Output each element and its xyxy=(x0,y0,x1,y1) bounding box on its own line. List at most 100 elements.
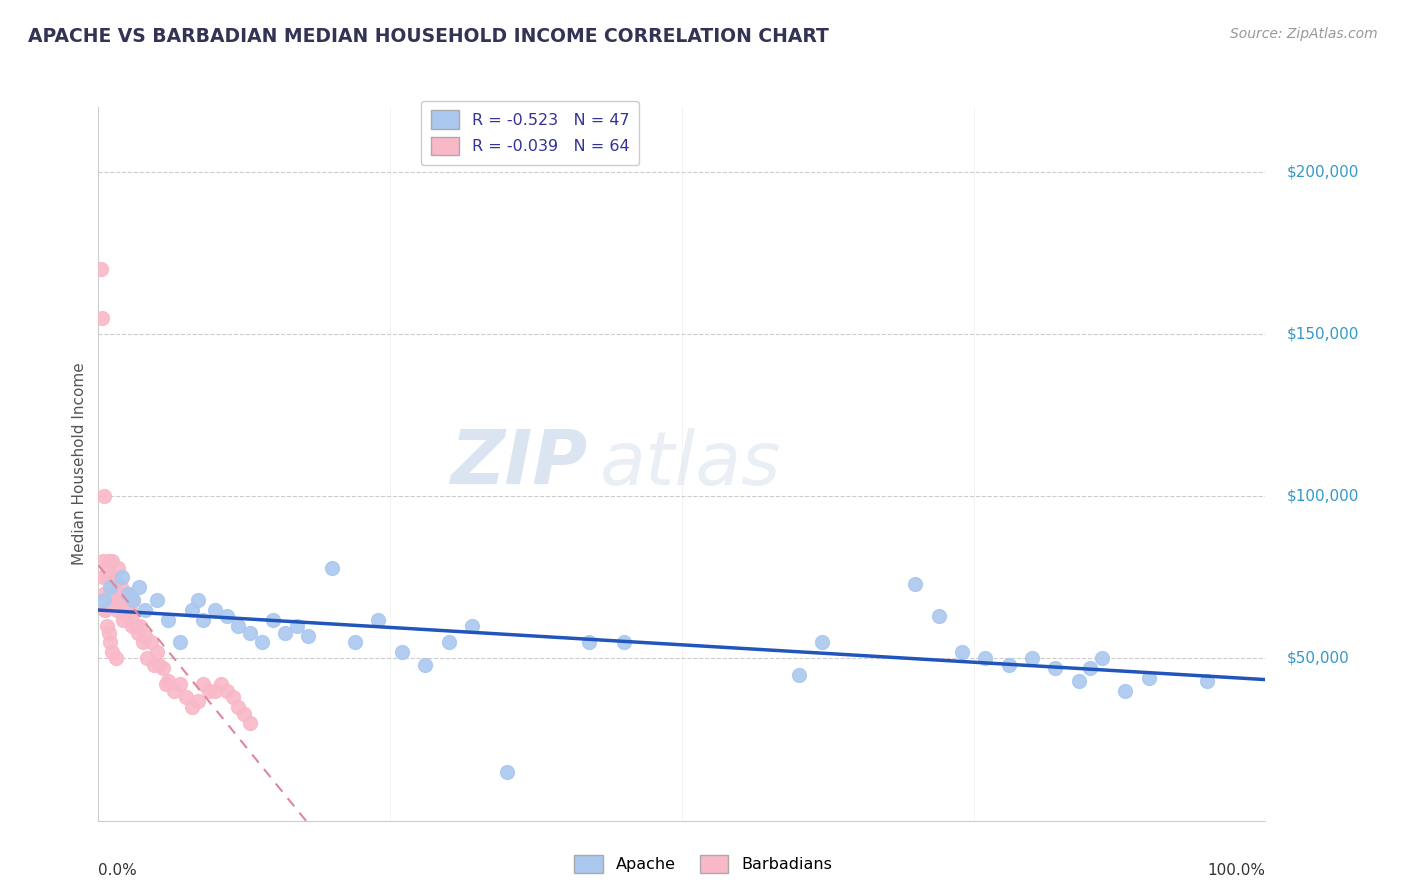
Text: $100,000: $100,000 xyxy=(1286,489,1358,504)
Point xyxy=(91,554,114,568)
Point xyxy=(120,609,142,624)
Point xyxy=(187,693,209,707)
Point xyxy=(117,586,139,600)
Point xyxy=(262,613,284,627)
Point xyxy=(391,645,413,659)
Point xyxy=(344,635,367,649)
Point xyxy=(114,603,136,617)
Point xyxy=(104,593,127,607)
Point xyxy=(215,609,238,624)
Point xyxy=(105,603,128,617)
Point xyxy=(91,570,114,584)
Legend: R = -0.523   N = 47, R = -0.039   N = 64: R = -0.523 N = 47, R = -0.039 N = 64 xyxy=(420,101,640,165)
Point xyxy=(146,593,169,607)
Point xyxy=(204,684,226,698)
Point xyxy=(98,570,121,584)
Point xyxy=(90,310,112,325)
Point xyxy=(118,603,141,617)
Point xyxy=(1114,684,1136,698)
Point xyxy=(136,651,159,665)
Point xyxy=(297,629,319,643)
Point xyxy=(180,603,202,617)
Point xyxy=(215,684,238,698)
Point xyxy=(1067,674,1090,689)
Point xyxy=(233,706,256,721)
Point xyxy=(155,677,177,691)
Point xyxy=(250,635,273,649)
Point xyxy=(122,593,145,607)
Point xyxy=(169,677,191,691)
Y-axis label: Median Household Income: Median Household Income xyxy=(72,362,87,566)
Point xyxy=(228,700,250,714)
Point xyxy=(239,625,262,640)
Point xyxy=(97,625,120,640)
Point xyxy=(112,593,135,607)
Point xyxy=(239,716,262,731)
Text: $150,000: $150,000 xyxy=(1286,326,1358,342)
Point xyxy=(128,580,150,594)
Point xyxy=(111,613,134,627)
Point xyxy=(148,657,170,672)
Point xyxy=(997,657,1019,672)
Point xyxy=(121,619,143,633)
Point xyxy=(101,554,124,568)
Point xyxy=(198,684,221,698)
Point xyxy=(904,577,927,591)
Point xyxy=(146,645,169,659)
Point xyxy=(98,580,121,594)
Text: ZIP: ZIP xyxy=(451,427,589,500)
Point xyxy=(100,593,122,607)
Point xyxy=(93,586,115,600)
Point xyxy=(111,570,134,584)
Point xyxy=(115,609,138,624)
Point xyxy=(974,651,997,665)
Text: 0.0%: 0.0% xyxy=(98,863,138,879)
Text: Source: ZipAtlas.com: Source: ZipAtlas.com xyxy=(1230,27,1378,41)
Point xyxy=(811,635,834,649)
Point xyxy=(127,625,149,640)
Point xyxy=(107,560,129,574)
Point xyxy=(1091,651,1114,665)
Point xyxy=(209,677,232,691)
Point xyxy=(104,580,127,594)
Point xyxy=(437,635,460,649)
Point xyxy=(204,603,226,617)
Point xyxy=(96,619,118,633)
Point xyxy=(1080,661,1102,675)
Point xyxy=(274,625,297,640)
Point xyxy=(221,690,243,705)
Point xyxy=(578,635,600,649)
Point xyxy=(101,645,124,659)
Point xyxy=(129,619,152,633)
Point xyxy=(187,593,209,607)
Point xyxy=(96,560,118,574)
Point xyxy=(461,619,484,633)
Point xyxy=(928,609,950,624)
Point xyxy=(152,661,174,675)
Point xyxy=(139,635,162,649)
Point xyxy=(103,570,125,584)
Point xyxy=(787,667,810,681)
Point xyxy=(1021,651,1043,665)
Text: 100.0%: 100.0% xyxy=(1208,863,1265,879)
Point xyxy=(157,613,180,627)
Point xyxy=(174,690,197,705)
Point xyxy=(163,684,186,698)
Point xyxy=(193,677,215,691)
Point xyxy=(134,629,156,643)
Point xyxy=(134,603,156,617)
Point xyxy=(104,651,127,665)
Point xyxy=(950,645,973,659)
Point xyxy=(495,764,517,779)
Point xyxy=(367,613,389,627)
Point xyxy=(97,554,120,568)
Point xyxy=(108,593,131,607)
Point xyxy=(94,603,117,617)
Point xyxy=(122,593,145,607)
Point xyxy=(413,657,436,672)
Point xyxy=(93,593,115,607)
Point xyxy=(125,619,148,633)
Point xyxy=(97,570,120,584)
Text: $200,000: $200,000 xyxy=(1286,164,1358,179)
Point xyxy=(228,619,250,633)
